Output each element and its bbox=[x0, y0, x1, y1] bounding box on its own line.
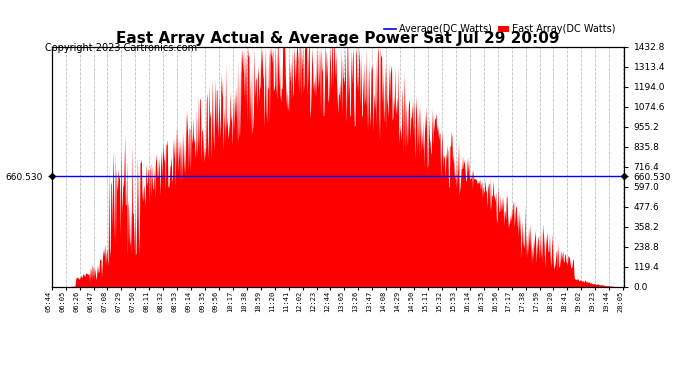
Title: East Array Actual & Average Power Sat Jul 29 20:09: East Array Actual & Average Power Sat Ju… bbox=[117, 31, 560, 46]
Legend: Average(DC Watts), East Array(DC Watts): Average(DC Watts), East Array(DC Watts) bbox=[380, 21, 620, 38]
Text: Copyright 2023 Cartronics.com: Copyright 2023 Cartronics.com bbox=[45, 43, 197, 53]
